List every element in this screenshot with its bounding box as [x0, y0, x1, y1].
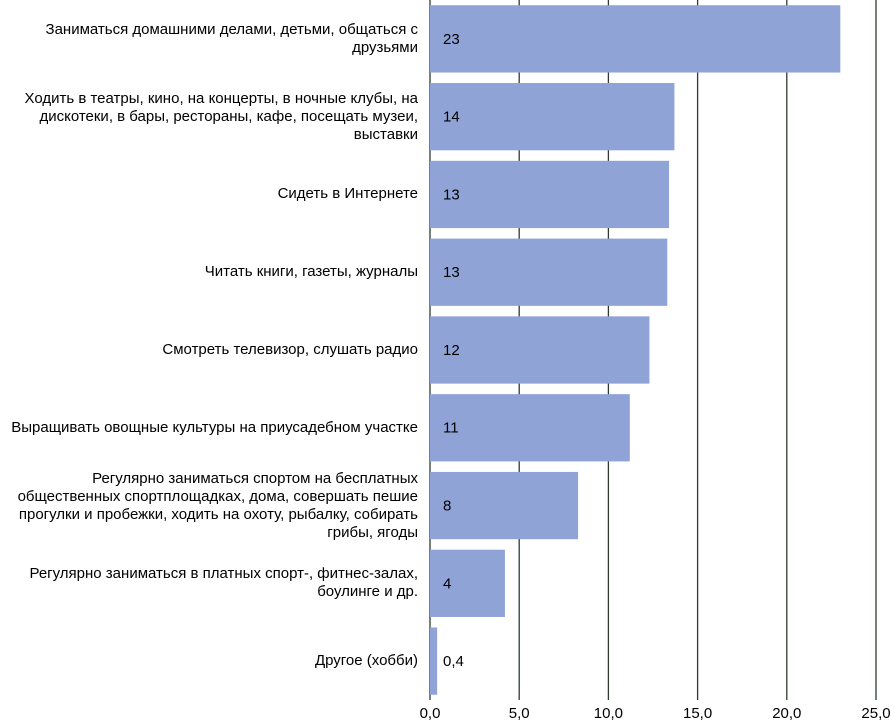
- category-text: Читать книги, газеты, журналы: [204, 263, 418, 281]
- value-label: 12: [443, 342, 460, 359]
- bar: [430, 471, 579, 540]
- category-label: Читать книги, газеты, журналы: [0, 233, 418, 311]
- category-text: Выращивать овощные культуры на приусадеб…: [11, 418, 418, 436]
- x-tick-label: 25,0: [861, 705, 890, 722]
- x-tick-label: 10,0: [594, 705, 623, 722]
- category-label: Другое (хобби): [0, 622, 418, 700]
- category-label: Смотреть телевизор, слушать радио: [0, 311, 418, 389]
- value-label: 13: [443, 186, 460, 203]
- category-text: Смотреть телевизор, слушать радио: [162, 340, 418, 358]
- bar: [430, 160, 670, 229]
- category-text: Ходить в театры, кино, на концерты, в но…: [24, 89, 418, 143]
- bar: [430, 627, 438, 695]
- category-text: Сидеть в Интернете: [277, 185, 418, 203]
- value-label: 11: [443, 420, 459, 437]
- x-tick-label: 0,0: [420, 705, 441, 722]
- bar: [430, 83, 675, 151]
- category-text: Заниматься домашними делами, детьми, общ…: [45, 20, 418, 56]
- x-tick-label: 15,0: [683, 705, 712, 722]
- category-label: Регулярно заниматься спортом на бесплатн…: [0, 467, 418, 545]
- value-label: 4: [443, 575, 451, 592]
- x-tick-label: 5,0: [509, 705, 530, 722]
- category-text: Другое (хобби): [314, 652, 418, 670]
- bar: [430, 549, 505, 617]
- bar: [430, 316, 650, 384]
- category-label: Сидеть в Интернете: [0, 156, 418, 234]
- value-label: 23: [443, 31, 460, 48]
- bar: [430, 238, 668, 306]
- category-label: Ходить в театры, кино, на концерты, в но…: [0, 78, 418, 156]
- bar: [430, 5, 841, 73]
- x-tick-label: 20,0: [772, 705, 801, 722]
- category-label: Выращивать овощные культуры на приусадеб…: [0, 389, 418, 467]
- category-text: Регулярно заниматься спортом на бесплатн…: [17, 469, 418, 541]
- category-text: Регулярно заниматься в платных спорт-, ф…: [29, 565, 418, 601]
- value-label: 8: [443, 498, 451, 515]
- value-label: 0,4: [443, 653, 464, 670]
- value-label: 13: [443, 264, 460, 281]
- bar: [430, 394, 630, 462]
- category-label: Заниматься домашними делами, детьми, общ…: [0, 0, 418, 78]
- value-label: 14: [443, 109, 460, 126]
- category-label: Регулярно заниматься в платных спорт-, ф…: [0, 544, 418, 622]
